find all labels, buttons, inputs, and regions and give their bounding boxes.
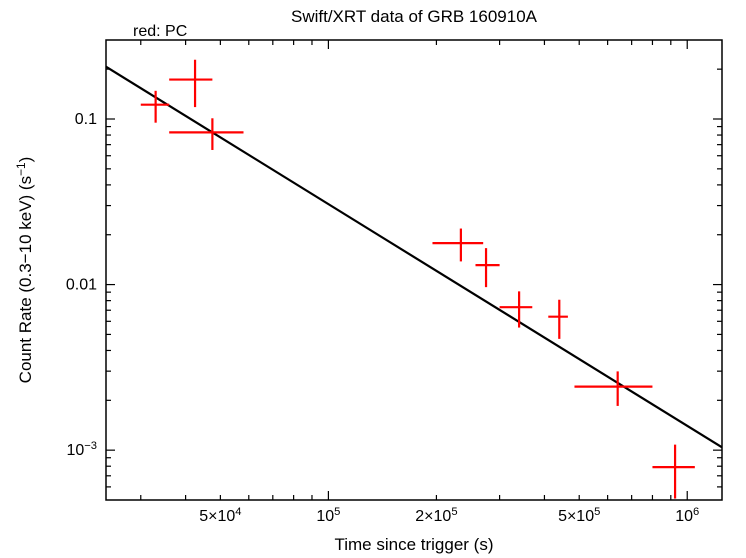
x-axis-label: Time since trigger (s) (334, 535, 493, 554)
legend-text: red: PC (133, 23, 187, 40)
x-tick-label: 5×105 (558, 506, 600, 525)
y-tick-label: 0.01 (66, 277, 97, 294)
chart-title: Swift/XRT data of GRB 160910A (291, 7, 538, 26)
chart-container: Swift/XRT data of GRB 160910A red: PC Time… (0, 0, 746, 558)
x-tick-label: 2×105 (415, 506, 457, 525)
y-tick-label: 0.1 (75, 111, 97, 128)
x-tick-label: 5×104 (199, 506, 241, 525)
plot-svg: Swift/XRT data of GRB 160910A red: PC Time… (0, 0, 746, 558)
plot-background (0, 0, 746, 558)
y-axis-label: Count Rate (0.3−10 keV) (s−1) (14, 157, 35, 384)
